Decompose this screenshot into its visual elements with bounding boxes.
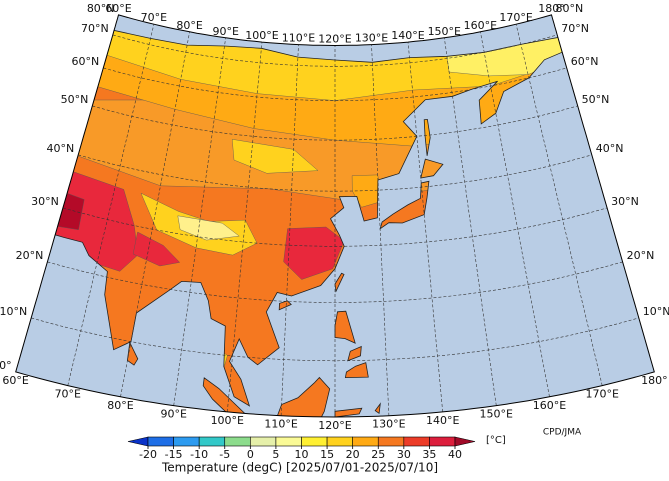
colorbar-tick-label: 15	[320, 448, 334, 461]
lon-label: 100°E	[245, 29, 278, 42]
lon-label: 170°E	[499, 11, 532, 24]
lon-label: 110°E	[282, 32, 315, 45]
colorbar-tick-label: 40	[448, 448, 462, 461]
colorbar-box	[224, 436, 251, 447]
lon-label: 130°E	[372, 418, 405, 431]
meridian	[67, 24, 155, 386]
lon-label: 130°E	[355, 32, 388, 45]
colorbar-box	[173, 436, 200, 447]
lat-label: 20°N	[627, 249, 655, 262]
colorbar-box	[429, 436, 456, 447]
meridian	[371, 44, 390, 416]
lon-label: 180°	[538, 2, 565, 15]
colorbar-tick-label: -15	[165, 448, 183, 461]
lat-label: 10°N	[0, 305, 27, 318]
map-area	[15, 14, 655, 418]
colorbar-tick-label: 35	[422, 448, 436, 461]
colorbar-extend	[127, 436, 149, 447]
colorbar: -20 -15 -10 -5 0 5 10 15 20 25 30 35 40	[127, 436, 476, 461]
colorbar-title: Temperature (degC) [2025/07/01-2025/07/1…	[161, 461, 438, 475]
lon-label: 90°E	[212, 25, 238, 38]
lon-label: 120°E	[318, 419, 351, 432]
colorbar-box	[352, 436, 379, 447]
lon-label: 90°E	[161, 408, 187, 421]
lon-label: 160°E	[533, 399, 566, 412]
lon-label: 140°E	[426, 414, 459, 427]
colorbar-tick-label: -10	[190, 448, 208, 461]
lon-label: 180°	[641, 374, 668, 387]
colorbar-tick-label: 10	[295, 448, 309, 461]
colorbar-box	[403, 436, 430, 447]
parallel	[47, 261, 623, 303]
lat-label: 40°N	[596, 142, 624, 155]
lat-label: 10°N	[643, 305, 669, 318]
meridian	[227, 42, 263, 412]
lat-label: 20°N	[16, 249, 44, 262]
lat-label: 50°N	[61, 93, 89, 106]
lat-label: 80°N	[87, 2, 115, 15]
colorbar-box	[377, 436, 405, 447]
lat-label: 70°N	[561, 22, 589, 35]
meridian	[480, 31, 550, 397]
colorbar-extend	[454, 436, 476, 447]
lat-label: 70°N	[81, 22, 109, 35]
colorbar-box	[326, 436, 353, 447]
temperature-region	[177, 215, 240, 241]
meridian	[120, 31, 190, 397]
lon-label: 60°E	[105, 2, 131, 15]
lat-label: 60°N	[72, 55, 100, 68]
lat-label: 30°N	[611, 195, 639, 208]
lat-label: 40°N	[46, 142, 74, 155]
lat-label: 0°	[0, 359, 12, 372]
colorbar-unit: [°C]	[486, 435, 506, 446]
credit: CPD/JMA	[543, 428, 582, 438]
lon-label: 70°E	[55, 388, 81, 401]
lat-label: 60°N	[571, 55, 599, 68]
colorbar-box	[301, 436, 328, 447]
colorbar-tick-label: 5	[272, 448, 279, 461]
colorbar-tick-label: -5	[219, 448, 230, 461]
lat-label: 30°N	[31, 195, 59, 208]
colorbar-tick-label: 30	[397, 448, 411, 461]
meridian	[407, 42, 443, 412]
colorbar-box	[147, 436, 174, 447]
temperature-region	[283, 226, 345, 280]
lon-label: 160°E	[464, 19, 497, 32]
colorbar-tick-label: -20	[139, 448, 157, 461]
lon-label: 60°E	[2, 374, 28, 387]
colorbar-tick-label: 20	[346, 448, 360, 461]
lon-label: 120°E	[318, 32, 351, 45]
coastline	[45, 28, 570, 418]
lon-label: 140°E	[391, 29, 424, 42]
temperature-region	[132, 231, 181, 267]
lon-label: 150°E	[428, 25, 461, 38]
map-frame	[15, 14, 655, 418]
lon-label: 100°E	[211, 414, 244, 427]
meridian	[515, 24, 603, 386]
lon-label: 80°E	[176, 19, 202, 32]
colorbar-tick-label: 0	[247, 448, 254, 461]
lat-label: 50°N	[582, 93, 610, 106]
lon-label: 70°E	[141, 11, 167, 24]
lon-label: 170°E	[585, 388, 618, 401]
lat-label: 80°N	[555, 2, 583, 15]
temperature-region	[351, 174, 384, 208]
colorbar-box	[198, 436, 226, 447]
temperature-region	[231, 139, 319, 174]
lon-label: 110°E	[264, 418, 297, 431]
colorbar-box	[250, 436, 277, 447]
lon-label: 150°E	[480, 408, 513, 421]
graticule	[31, 24, 639, 417]
meridian	[173, 37, 226, 406]
colorbar-box	[275, 436, 302, 447]
meridian	[280, 44, 299, 416]
lon-label: 80°E	[107, 399, 133, 412]
colorbar-tick-label: 25	[371, 448, 385, 461]
meridian	[444, 37, 497, 406]
